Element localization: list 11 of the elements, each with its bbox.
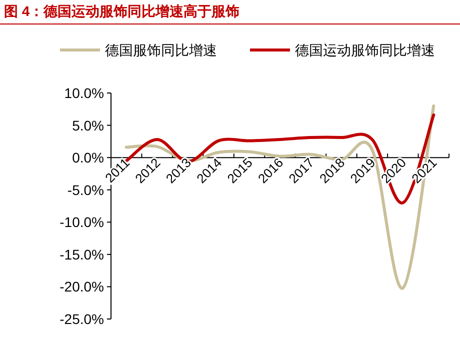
y-tick-label: -15.0% bbox=[60, 246, 104, 262]
y-tick-label: 0.0% bbox=[72, 150, 104, 166]
y-tick-label: -5.0% bbox=[67, 182, 104, 198]
legend-label: 德国服饰同比增速 bbox=[105, 42, 217, 58]
y-tick-label: 10.0% bbox=[64, 85, 104, 101]
y-tick-label: -25.0% bbox=[60, 311, 104, 327]
legend-label: 德国运动服饰同比增速 bbox=[295, 42, 435, 58]
y-tick-label: 5.0% bbox=[72, 117, 104, 134]
y-tick-label: -10.0% bbox=[60, 214, 104, 230]
chart-title: 图 4：德国运动服饰同比增速高于服饰 bbox=[4, 3, 240, 19]
y-tick-label: -20.0% bbox=[60, 278, 104, 295]
